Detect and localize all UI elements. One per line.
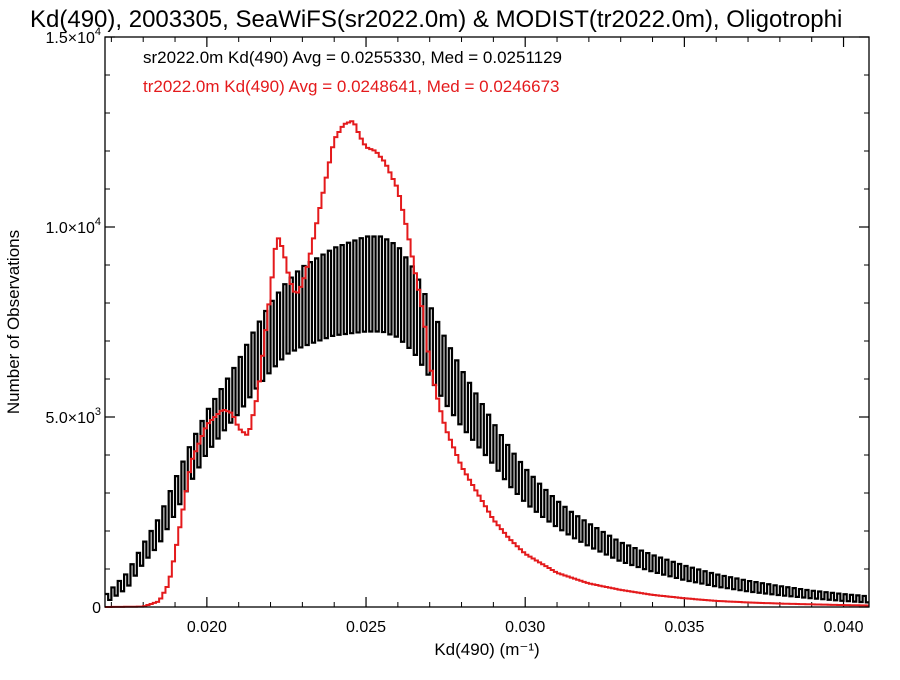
y-tick-label: 5.0×103 — [45, 406, 101, 427]
series-0-line — [105, 235, 869, 604]
x-tick-label: 0.030 — [505, 619, 545, 636]
series-1-line — [105, 120, 869, 608]
chart-title: Kd(490), 2003305, SeaWiFS(sr2022.0m) & M… — [30, 6, 842, 33]
y-tick-label: 0 — [92, 600, 101, 617]
y-axis-label: Number of Observations — [4, 230, 23, 414]
legend-entry-0: sr2022.0m Kd(490) Avg = 0.0255330, Med =… — [143, 48, 562, 67]
legend-entry-1: tr2022.0m Kd(490) Avg = 0.0248641, Med =… — [143, 77, 560, 96]
x-axis-label: Kd(490) (m⁻¹) — [434, 640, 539, 659]
y-tick-label: 1.0×104 — [45, 216, 101, 237]
x-tick-label: 0.035 — [664, 619, 704, 636]
x-tick-label: 0.040 — [824, 619, 864, 636]
plot-frame — [104, 36, 870, 608]
x-tick-label: 0.025 — [346, 619, 386, 636]
y-tick-label: 1.5×104 — [45, 26, 101, 47]
x-tick-label: 0.020 — [187, 619, 227, 636]
